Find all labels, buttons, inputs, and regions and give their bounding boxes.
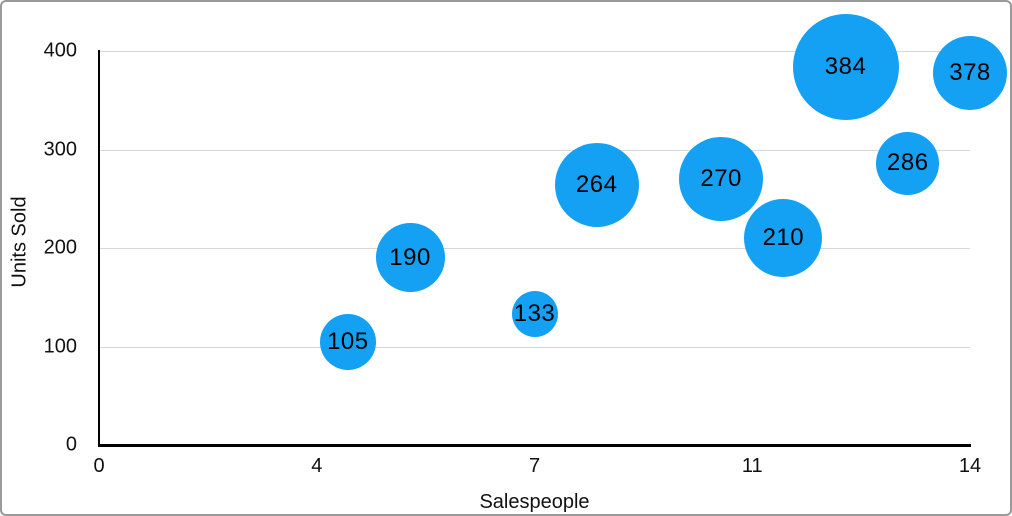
gridline-y-200 [99,248,970,249]
x-tick-label-11: 11 [741,455,763,477]
bubble-data-label: 384 [824,52,867,80]
bubble-data-label: 133 [513,299,556,327]
bubble-210: 210 [744,199,823,278]
bubble-data-label: 270 [700,165,742,193]
bubble-data-label: 378 [949,58,991,86]
y-axis-title: Units Sold [8,196,31,288]
y-tick-label-200: 200 [43,236,77,259]
bubble-data-label: 105 [327,327,369,355]
gridline-y-300 [99,149,970,151]
bubble-190: 190 [375,223,445,293]
y-tick-label-400: 400 [43,39,77,62]
bubble-data-label: 210 [762,224,805,252]
gridline-y-100 [99,346,970,348]
x-axis-line [97,444,971,447]
bubble-384: 384 [792,13,899,120]
bubble-264: 264 [554,142,639,227]
y-axis-line [97,50,100,447]
bubble-105: 105 [319,313,376,370]
bubble-378: 378 [933,35,1007,110]
bubble-data-label: 190 [389,243,431,271]
x-tick-label-7: 7 [528,455,541,477]
bubble-data-label: 286 [887,149,929,177]
x-tick-label-14: 14 [958,455,982,477]
bubble-270: 270 [679,137,764,222]
gridline-y-400 [99,51,970,52]
y-tick-label-100: 100 [43,335,77,357]
x-tick-label-0: 0 [93,455,105,477]
y-tick-label-0: 0 [65,433,77,456]
bubble-data-label: 264 [575,170,618,198]
bubble-133: 133 [511,290,558,337]
x-tick-label-4: 4 [311,455,323,477]
x-axis-title: Salespeople [479,491,590,513]
y-tick-label-300: 300 [43,138,77,160]
bubble-286: 286 [876,131,940,195]
